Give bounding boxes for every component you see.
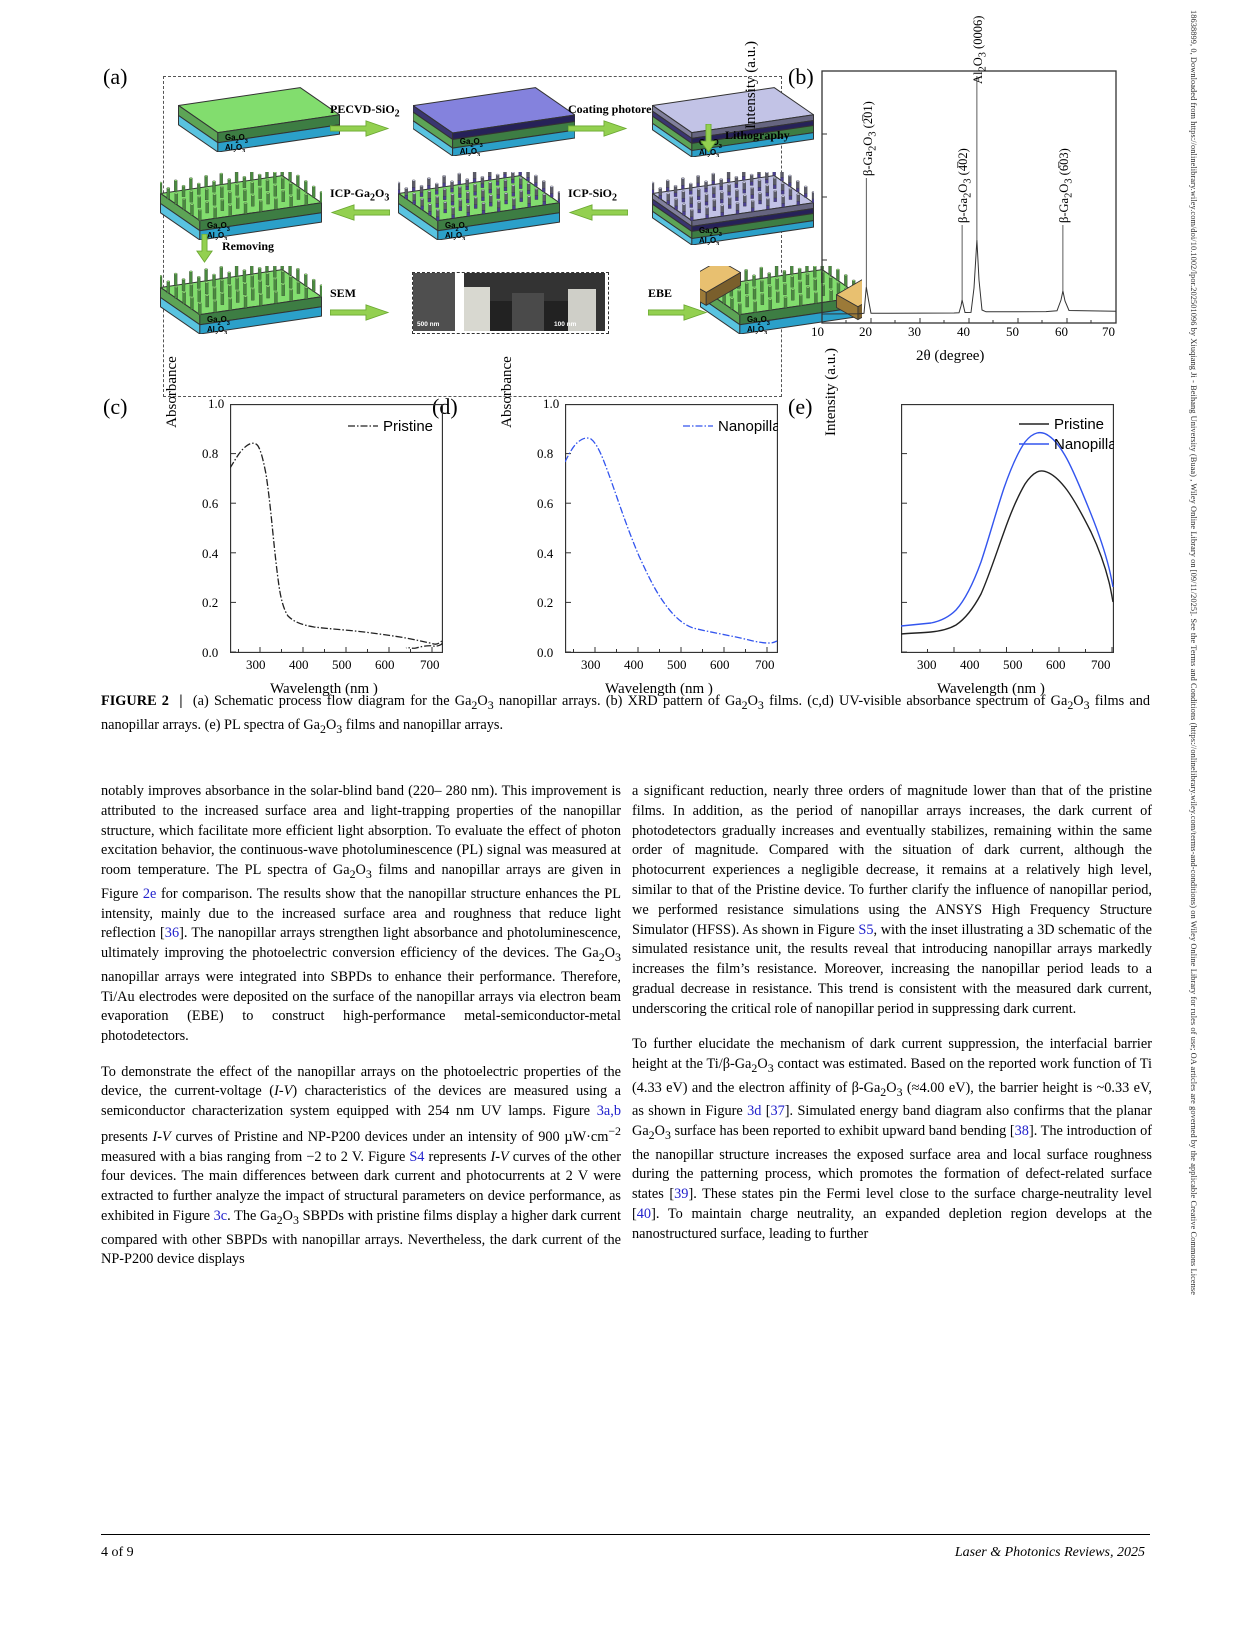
svg-text:Nanopillar: Nanopillar [1054,436,1114,453]
svg-text:500 nm: 500 nm [417,321,440,328]
svg-text:100 nm: 100 nm [554,321,577,328]
svg-text:Nanopillar: Nanopillar [718,418,778,435]
svg-text:Pristine: Pristine [1054,416,1104,433]
svg-text:Pristine: Pristine [383,418,433,435]
